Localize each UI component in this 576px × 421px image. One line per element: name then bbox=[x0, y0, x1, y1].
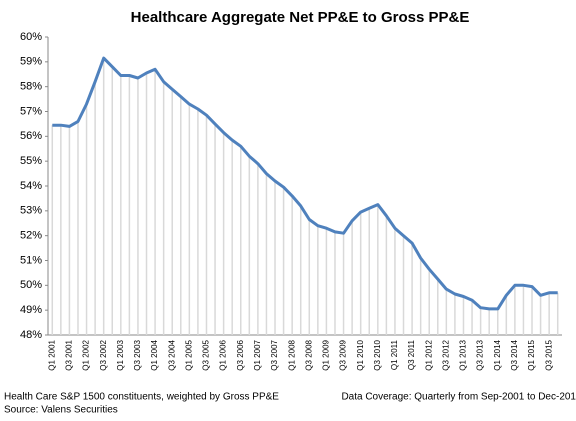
x-tick-label: Q1 2011 bbox=[390, 339, 399, 370]
x-tick-label: Q3 2013 bbox=[476, 339, 485, 370]
y-tick-label: 50% bbox=[20, 279, 42, 291]
x-tick-label: Q1 2007 bbox=[253, 339, 262, 370]
y-tick-label: 48% bbox=[20, 329, 42, 341]
y-tick-label: 53% bbox=[20, 205, 42, 217]
x-tick-label: Q3 2004 bbox=[167, 339, 176, 370]
x-tick-label: Q1 2012 bbox=[424, 339, 433, 370]
x-tick-label: Q1 2002 bbox=[82, 339, 91, 370]
x-tick-label: Q3 2012 bbox=[441, 339, 450, 370]
y-tick-label: 60% bbox=[20, 31, 42, 43]
x-tick-label: Q3 2015 bbox=[544, 339, 553, 370]
x-tick-label: Q3 2001 bbox=[65, 339, 74, 370]
x-tick-label: Q3 2009 bbox=[339, 339, 348, 370]
x-tick-label: Q1 2014 bbox=[493, 339, 502, 370]
x-tick-label: Q1 2010 bbox=[356, 339, 365, 370]
x-tick-label: Q1 2015 bbox=[527, 339, 536, 370]
x-tick-label: Q1 2006 bbox=[219, 339, 228, 370]
x-tick-label: Q3 2008 bbox=[304, 339, 313, 370]
y-tick-label: 52% bbox=[20, 230, 42, 242]
y-tick-label: 56% bbox=[20, 130, 42, 142]
x-tick-label: Q3 2010 bbox=[373, 339, 382, 370]
x-tick-label: Q3 2007 bbox=[270, 339, 279, 370]
y-tick-label: 54% bbox=[20, 180, 42, 192]
x-tick-label: Q3 2005 bbox=[202, 339, 211, 370]
x-tick-label: Q1 2009 bbox=[322, 339, 331, 370]
y-tick-label: 58% bbox=[20, 81, 42, 93]
x-tick-label: Q3 2002 bbox=[99, 339, 108, 370]
series-line bbox=[52, 56, 558, 311]
x-tick-label: Q1 2005 bbox=[184, 339, 193, 370]
x-tick-label: Q1 2008 bbox=[287, 339, 296, 370]
x-tick-label: Q3 2003 bbox=[133, 339, 142, 370]
x-tick-label: Q3 2014 bbox=[510, 339, 519, 370]
x-tick-label: Q3 2011 bbox=[407, 339, 416, 370]
x-tick-label: Q1 2013 bbox=[459, 339, 468, 370]
footnote: Health Care S&P 1500 constituents, weigh… bbox=[4, 392, 279, 403]
y-tick-label: 49% bbox=[20, 304, 42, 316]
coverage-note: Data Coverage: Quarterly from Sep-2001 t… bbox=[341, 392, 576, 403]
source: Source: Valens Securities bbox=[4, 405, 118, 416]
y-tick-label: 57% bbox=[20, 105, 42, 117]
y-tick-label: 51% bbox=[20, 254, 42, 266]
y-tick-label: 55% bbox=[20, 155, 42, 167]
x-tick-label: Q1 2003 bbox=[116, 339, 125, 370]
chart-title: Healthcare Aggregate Net PP&E to Gross P… bbox=[131, 9, 470, 26]
x-tick-label: Q3 2006 bbox=[236, 339, 245, 370]
y-tick-label: 59% bbox=[20, 56, 42, 68]
x-tick-label: Q1 2001 bbox=[47, 339, 56, 370]
x-tick-label: Q1 2004 bbox=[150, 339, 159, 370]
